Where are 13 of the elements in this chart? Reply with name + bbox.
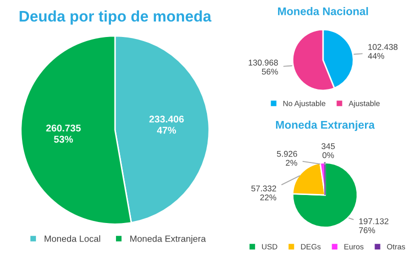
data-label: 197.132 76% [359, 218, 388, 234]
data-label: 233.406 47% [149, 116, 184, 134]
data-label: 130.968 56% [248, 60, 278, 75]
data-label: 57.332 22% [251, 186, 276, 200]
chart-title: Deuda por tipo de moneda [20, 10, 212, 25]
chart-title: Moneda Extranjera [276, 120, 375, 131]
chart-title: Moneda Nacional [278, 7, 368, 16]
data-label: 102.438 44% [368, 44, 398, 59]
legend-label: Moneda Extranjera [130, 235, 206, 244]
data-label: 345 0% [322, 143, 335, 158]
data-label: 260.735 53% [46, 124, 81, 143]
legend-label: Moneda Local [44, 235, 100, 242]
data-label: 5.926 2% [276, 150, 298, 166]
